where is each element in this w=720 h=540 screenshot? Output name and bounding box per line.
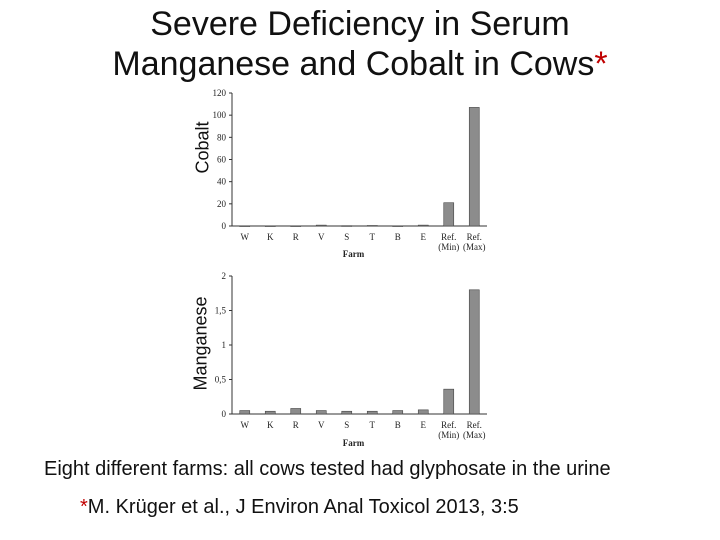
cobalt-y-tick-label: 40 xyxy=(217,177,227,187)
manganese-bar xyxy=(468,289,480,415)
cobalt-bar xyxy=(417,224,429,227)
manganese-bar xyxy=(443,388,455,415)
citation-text: M. Krüger et al., J Environ Anal Toxicol… xyxy=(87,496,519,518)
cobalt-y-tick-label: 120 xyxy=(213,88,227,98)
cobalt-x-tick-label: Ref. xyxy=(441,232,456,242)
title-line-2: Manganese and Cobalt in Cows* xyxy=(0,44,720,84)
cobalt-x-axis-title: Farm xyxy=(343,249,365,259)
manganese-x-tick-label: (Max) xyxy=(463,430,486,440)
cobalt-bar xyxy=(468,107,480,227)
cobalt-x-tick-label: K xyxy=(267,232,274,242)
title-line-1: Severe Deficiency in Serum xyxy=(150,5,570,43)
manganese-x-tick-label: W xyxy=(241,420,250,430)
cobalt-x-tick-label: (Min) xyxy=(438,242,459,252)
manganese-y-tick-label: 2 xyxy=(222,271,227,281)
manganese-x-tick-label: Ref. xyxy=(467,420,482,430)
manganese-bar xyxy=(315,410,327,415)
manganese-bar xyxy=(392,410,404,415)
manganese-bar xyxy=(290,408,302,415)
cobalt-x-tick-label: R xyxy=(293,232,299,242)
manganese-bar xyxy=(366,410,378,415)
cobalt-x-tick-label: T xyxy=(370,232,376,242)
manganese-bar xyxy=(239,410,251,415)
cobalt-bar xyxy=(239,225,251,227)
manganese-x-tick-label: T xyxy=(370,420,376,430)
manganese-x-tick-label: S xyxy=(344,420,349,430)
title-line-2-text: Manganese and Cobalt in Cows xyxy=(112,45,595,83)
manganese-x-tick-label: V xyxy=(318,420,325,430)
manganese-bar-chart: 00,511,52W K R V S T B E Ref.(Min)Ref.(Max)Farm xyxy=(215,271,487,448)
manganese-x-tick-label: E xyxy=(421,420,427,430)
citation: *M. Krüger et al., J Environ Anal Toxico… xyxy=(80,496,519,519)
cobalt-bar xyxy=(315,224,327,227)
cobalt-bar xyxy=(290,225,302,227)
cobalt-bar xyxy=(366,225,378,227)
manganese-y-tick-label: 1,5 xyxy=(215,306,227,316)
cobalt-bar xyxy=(264,225,276,227)
cobalt-x-tick-label: S xyxy=(344,232,349,242)
manganese-x-tick-label: (Min) xyxy=(438,430,459,440)
manganese-x-axis-title: Farm xyxy=(343,438,365,448)
cobalt-x-tick-label: (Max) xyxy=(463,242,486,252)
cobalt-x-tick-label: W xyxy=(241,232,250,242)
cobalt-y-tick-label: 80 xyxy=(217,132,227,142)
manganese-x-tick-label: K xyxy=(267,420,274,430)
slide-title: Severe Deficiency in Serum Manganese and… xyxy=(0,4,720,84)
cobalt-x-tick-label: V xyxy=(318,232,325,242)
manganese-bar xyxy=(264,410,276,415)
manganese-x-tick-label: Ref. xyxy=(441,420,456,430)
manganese-y-tick-label: 0 xyxy=(222,409,227,419)
manganese-x-tick-label: B xyxy=(395,420,401,430)
manganese-y-tick-label: 0,5 xyxy=(215,375,227,385)
manganese-bar xyxy=(417,409,429,415)
manganese-bar xyxy=(341,410,353,415)
cobalt-x-tick-label: E xyxy=(421,232,427,242)
caption: Eight different farms: all cows tested h… xyxy=(44,458,611,480)
cobalt-x-tick-label: B xyxy=(395,232,401,242)
cobalt-y-tick-label: 60 xyxy=(217,155,227,165)
cobalt-x-tick-label: Ref. xyxy=(467,232,482,242)
cobalt-y-tick-label: 100 xyxy=(213,110,227,120)
citation-asterisk: * xyxy=(80,496,88,518)
cobalt-y-tick-label: 20 xyxy=(217,199,227,209)
manganese-y-tick-label: 1 xyxy=(222,340,227,350)
cobalt-y-tick-label: 0 xyxy=(222,221,227,231)
cobalt-bar xyxy=(341,225,353,227)
title-asterisk: * xyxy=(594,45,608,83)
cobalt-bar xyxy=(392,225,404,227)
cobalt-bar xyxy=(443,202,455,227)
manganese-x-tick-label: R xyxy=(293,420,299,430)
